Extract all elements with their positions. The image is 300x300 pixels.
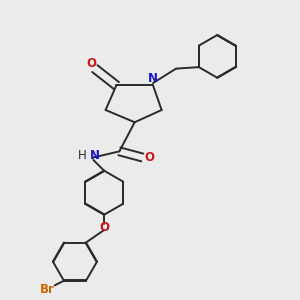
Text: N: N <box>148 72 158 85</box>
Text: N: N <box>90 148 100 161</box>
Text: Br: Br <box>40 284 55 296</box>
Text: O: O <box>99 220 109 233</box>
Text: O: O <box>144 151 154 164</box>
Text: O: O <box>86 57 96 70</box>
Text: H: H <box>78 148 87 161</box>
